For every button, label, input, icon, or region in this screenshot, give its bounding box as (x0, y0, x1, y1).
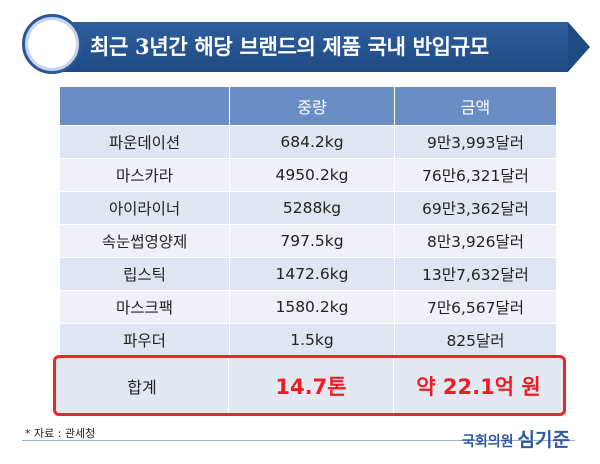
table-row: 파우더 1.5kg 825달러 (60, 324, 556, 357)
row-weight: 1580.2kg (230, 291, 395, 323)
table-row: 마스카라 4950.2kg 76만6,321달러 (60, 159, 556, 192)
header-item (60, 87, 230, 125)
table-row: 파운데이션 684.2kg 9만3,993달러 (60, 126, 556, 159)
table-row: 아이라이너 5288kg 69만3,362달러 (60, 192, 556, 225)
header-weight: 중량 (230, 87, 395, 125)
signature: 국회의원 심기준 (462, 425, 570, 452)
banner-bar (60, 22, 568, 72)
row-weight: 4950.2kg (230, 159, 395, 191)
row-amount: 69만3,362달러 (422, 200, 529, 218)
table-header-row: 중량 금액 (60, 87, 556, 126)
title-banner: 최근 3년간 해당 브랜드의 제품 국내 반입규모 (22, 14, 590, 78)
table-row: 립스틱 1472.6kg 13만7,632달러 (60, 258, 556, 291)
source-note: * 자료 : 관세청 (25, 427, 96, 440)
row-item: 립스틱 (60, 258, 230, 290)
row-item: 아이라이너 (60, 192, 230, 224)
row-weight: 1.5kg (230, 324, 395, 356)
row-item: 마스카라 (60, 159, 230, 191)
total-row-highlight: 합계 14.7톤 약 22.1억 원 (53, 355, 566, 416)
total-amount: 약 22.1억 원 (416, 374, 541, 399)
total-weight: 14.7톤 (229, 358, 394, 413)
row-item: 파운데이션 (60, 126, 230, 158)
banner-arrow (568, 22, 590, 72)
row-weight: 797.5kg (230, 225, 395, 257)
total-label: 합계 (56, 358, 229, 413)
row-amount: 13만7,632달러 (422, 266, 529, 284)
banner-circle-decoration (22, 14, 82, 74)
page-title: 최근 3년간 해당 브랜드의 제품 국내 반입규모 (90, 34, 489, 59)
row-item: 파우더 (60, 324, 230, 356)
row-amount: 7만6,567달러 (426, 299, 524, 317)
table-row: 마스크팩 1580.2kg 7만6,567달러 (60, 291, 556, 324)
signature-name: 심기준 (517, 429, 570, 451)
row-amount: 9만3,993달러 (426, 134, 524, 152)
footer-divider (22, 440, 575, 441)
row-weight: 1472.6kg (230, 258, 395, 290)
header-amount: 금액 (460, 98, 491, 117)
row-item: 속눈썹영양제 (60, 225, 230, 257)
table-row: 속눈썹영양제 797.5kg 8만3,926달러 (60, 225, 556, 258)
signature-org: 국회의원 (462, 434, 514, 450)
row-amount: 8만3,926달러 (426, 233, 524, 251)
row-weight: 684.2kg (230, 126, 395, 158)
import-table: 중량 금액 파운데이션 684.2kg 9만3,993달러 마스카라 4950.… (60, 87, 556, 357)
row-amount: 76만6,321달러 (422, 167, 529, 185)
row-amount: 825달러 (446, 332, 505, 350)
row-item: 마스크팩 (60, 291, 230, 323)
row-weight: 5288kg (230, 192, 395, 224)
